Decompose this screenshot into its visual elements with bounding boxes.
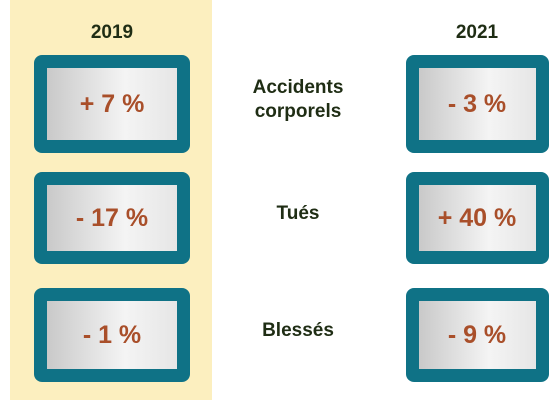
value-text: - 1 % [47, 301, 177, 369]
value-box: - 17 % [34, 172, 190, 264]
value-text: - 17 % [47, 185, 177, 251]
year-label: 2021 [455, 22, 499, 43]
value-box: - 9 % [405, 288, 549, 382]
row-label: Blessés [262, 320, 334, 341]
value-text: - 9 % [418, 301, 536, 369]
value-box: - 3 % [405, 55, 549, 153]
value-text: + 7 % [47, 68, 177, 140]
value-text: + 40 % [418, 185, 536, 251]
value-box: + 7 % [34, 55, 190, 153]
row-label: Accidents corporels [252, 77, 344, 122]
value-box: - 1 % [34, 288, 190, 382]
value-text: - 3 % [418, 68, 536, 140]
value-box: + 40 % [405, 172, 549, 264]
row-label: Tués [276, 203, 320, 224]
year-label: 2019 [90, 22, 134, 43]
